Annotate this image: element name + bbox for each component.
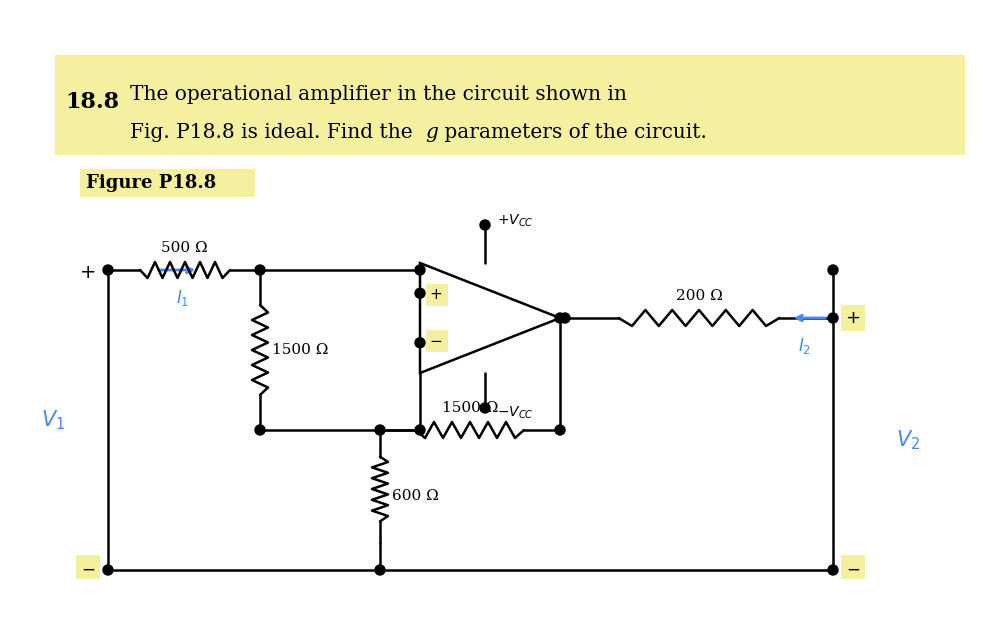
Text: −: − <box>846 561 860 579</box>
Text: parameters of the circuit.: parameters of the circuit. <box>438 123 707 142</box>
Text: g: g <box>425 123 437 142</box>
Text: $I_1$: $I_1$ <box>176 288 190 308</box>
Circle shape <box>103 265 113 275</box>
Circle shape <box>375 565 385 575</box>
Circle shape <box>828 565 838 575</box>
Text: $I_2$: $I_2$ <box>798 336 812 356</box>
Circle shape <box>828 265 838 275</box>
Circle shape <box>555 425 565 435</box>
Circle shape <box>555 313 565 323</box>
Circle shape <box>103 565 113 575</box>
Text: $V_1$: $V_1$ <box>41 408 65 432</box>
Text: +: + <box>845 309 860 327</box>
Text: 500 Ω: 500 Ω <box>160 241 207 255</box>
Text: Fig. P18.8 is ideal. Find the: Fig. P18.8 is ideal. Find the <box>130 123 419 142</box>
Text: 200 Ω: 200 Ω <box>675 289 723 303</box>
Bar <box>841 305 865 331</box>
Text: +: + <box>430 288 442 302</box>
Circle shape <box>415 337 425 348</box>
Bar <box>426 284 448 306</box>
Text: Figure P18.8: Figure P18.8 <box>86 174 216 192</box>
Circle shape <box>375 425 385 435</box>
Text: 1500 Ω: 1500 Ω <box>272 343 328 357</box>
Text: 600 Ω: 600 Ω <box>392 490 438 504</box>
Text: 1500 Ω: 1500 Ω <box>441 401 498 415</box>
Circle shape <box>255 425 265 435</box>
Text: −: − <box>81 561 95 579</box>
Bar <box>80 169 255 197</box>
Text: 18.8: 18.8 <box>65 91 119 113</box>
Bar <box>426 330 448 352</box>
Bar <box>76 555 100 579</box>
Text: −: − <box>430 334 442 349</box>
Circle shape <box>480 403 490 413</box>
Polygon shape <box>420 263 560 373</box>
Circle shape <box>560 313 570 323</box>
Circle shape <box>415 288 425 298</box>
Circle shape <box>480 220 490 230</box>
Text: $V_2$: $V_2$ <box>896 428 920 452</box>
Text: +: + <box>80 264 96 283</box>
Circle shape <box>828 313 838 323</box>
Circle shape <box>415 425 425 435</box>
Bar <box>841 555 865 579</box>
Circle shape <box>415 265 425 275</box>
Bar <box>55 55 965 155</box>
Circle shape <box>255 265 265 275</box>
Text: The operational amplifier in the circuit shown in: The operational amplifier in the circuit… <box>130 85 627 104</box>
Text: $-V_{CC}$: $-V_{CC}$ <box>497 405 534 421</box>
Text: $+V_{CC}$: $+V_{CC}$ <box>497 213 534 229</box>
